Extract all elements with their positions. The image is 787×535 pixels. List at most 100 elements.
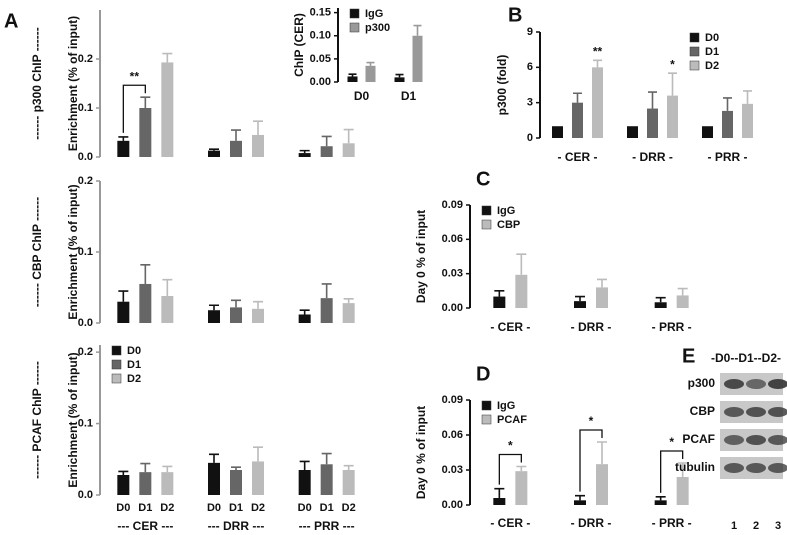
error-bar [209, 304, 219, 311]
bar [252, 461, 264, 495]
bar-label: D0 [116, 502, 130, 514]
bar [139, 472, 152, 495]
y-tick-label: 0.1 [78, 102, 93, 114]
bar [596, 464, 608, 505]
y-tick-label: 0.09 [442, 394, 463, 406]
legend-label: D1 [127, 359, 141, 371]
legend-label: p300 [365, 22, 390, 34]
y-tick-label: 3 [527, 97, 533, 109]
panel-letter: A [4, 10, 18, 32]
y-tick-label: 0.2 [78, 346, 93, 358]
blot-row-label: p300 [688, 376, 716, 390]
y-tick-label: 0.06 [442, 233, 463, 245]
error-bar [597, 278, 607, 288]
x-tick-label: - PRR - [708, 150, 748, 164]
x-tick-label: - CER - [558, 150, 598, 164]
error-bar [299, 149, 310, 154]
error-bar [743, 90, 752, 104]
bar [298, 470, 311, 495]
error-bar [321, 452, 332, 465]
panel-letter: C [476, 168, 490, 190]
blot-lane-label: 3 [775, 520, 781, 532]
error-bar [162, 52, 173, 63]
bar [627, 126, 638, 138]
bar [676, 477, 689, 505]
error-bar [366, 61, 375, 66]
blot-band [746, 407, 766, 417]
bar [365, 65, 376, 82]
legend-swatch [349, 8, 360, 19]
bar [320, 298, 333, 323]
blot-band [746, 379, 766, 389]
significance-bracket [122, 84, 146, 133]
side-label: ------ CBP ChIP ------ [30, 197, 44, 307]
error-bar [231, 299, 241, 308]
blot-header: -D0--D1--D2- [711, 351, 781, 365]
significance-label: * [508, 439, 513, 453]
error-bar [140, 462, 151, 473]
x-tick-label: - PRR - [652, 320, 692, 334]
error-bar [343, 128, 354, 144]
bar-label: D2 [160, 502, 174, 514]
error-bar [516, 465, 527, 472]
bar [647, 108, 658, 138]
legend-label: PCAF [497, 414, 527, 426]
error-bar [118, 470, 129, 475]
bar [347, 76, 358, 82]
error-bar [593, 59, 602, 68]
bar [493, 296, 506, 308]
bar [298, 314, 311, 323]
error-bar [575, 494, 585, 501]
blot-band [768, 435, 787, 445]
error-bar [655, 496, 666, 501]
bar [574, 500, 586, 505]
bar [394, 77, 405, 82]
bar [230, 470, 242, 495]
legend-swatch [349, 22, 360, 33]
error-bar [348, 73, 357, 77]
bar [676, 295, 689, 308]
legend-label: D2 [127, 373, 141, 385]
y-tick-label: 0.0 [78, 151, 93, 163]
error-bar [118, 290, 129, 302]
y-tick-label: 9 [527, 26, 533, 38]
y-tick-label: 0.03 [442, 464, 463, 476]
bar-label: D2 [342, 502, 356, 514]
legend-swatch [481, 414, 492, 425]
y-tick-label: 0.00 [442, 499, 463, 511]
bar [592, 67, 603, 138]
blot-band [724, 379, 744, 389]
blot-band [746, 435, 766, 445]
bar [320, 464, 333, 495]
bar [252, 308, 264, 323]
y-axis-label: ChIP (CER) [292, 13, 306, 77]
error-bar [299, 309, 310, 315]
y-tick-label: 0.0 [78, 489, 93, 501]
x-tick-label: D1 [401, 89, 417, 103]
legend-label: IgG [497, 400, 515, 412]
error-bar [253, 446, 263, 462]
x-tick-label: - PRR - [652, 516, 692, 530]
x-tick-label: - DRR - [632, 150, 673, 164]
significance-bracket [579, 429, 603, 492]
y-tick-label: 0.06 [442, 429, 463, 441]
blot-row-label: CBP [690, 404, 715, 418]
error-bar [573, 92, 582, 103]
y-tick-label: 0.00 [442, 302, 463, 314]
legend-label: D0 [127, 345, 141, 357]
bar [139, 283, 152, 323]
error-bar [655, 296, 666, 303]
error-bar [118, 136, 129, 141]
bar [702, 126, 713, 138]
y-tick-label: 0.0 [78, 317, 93, 329]
error-bar [575, 295, 585, 302]
x-tick-label: --- PRR --- [299, 519, 355, 533]
error-bar [209, 453, 219, 463]
error-bar [648, 91, 657, 109]
bar-label: D1 [320, 502, 334, 514]
legend-swatch [111, 359, 122, 370]
bar [117, 140, 130, 157]
significance-label: ** [130, 69, 140, 83]
bar [596, 287, 608, 308]
panel-letter: B [508, 4, 522, 26]
